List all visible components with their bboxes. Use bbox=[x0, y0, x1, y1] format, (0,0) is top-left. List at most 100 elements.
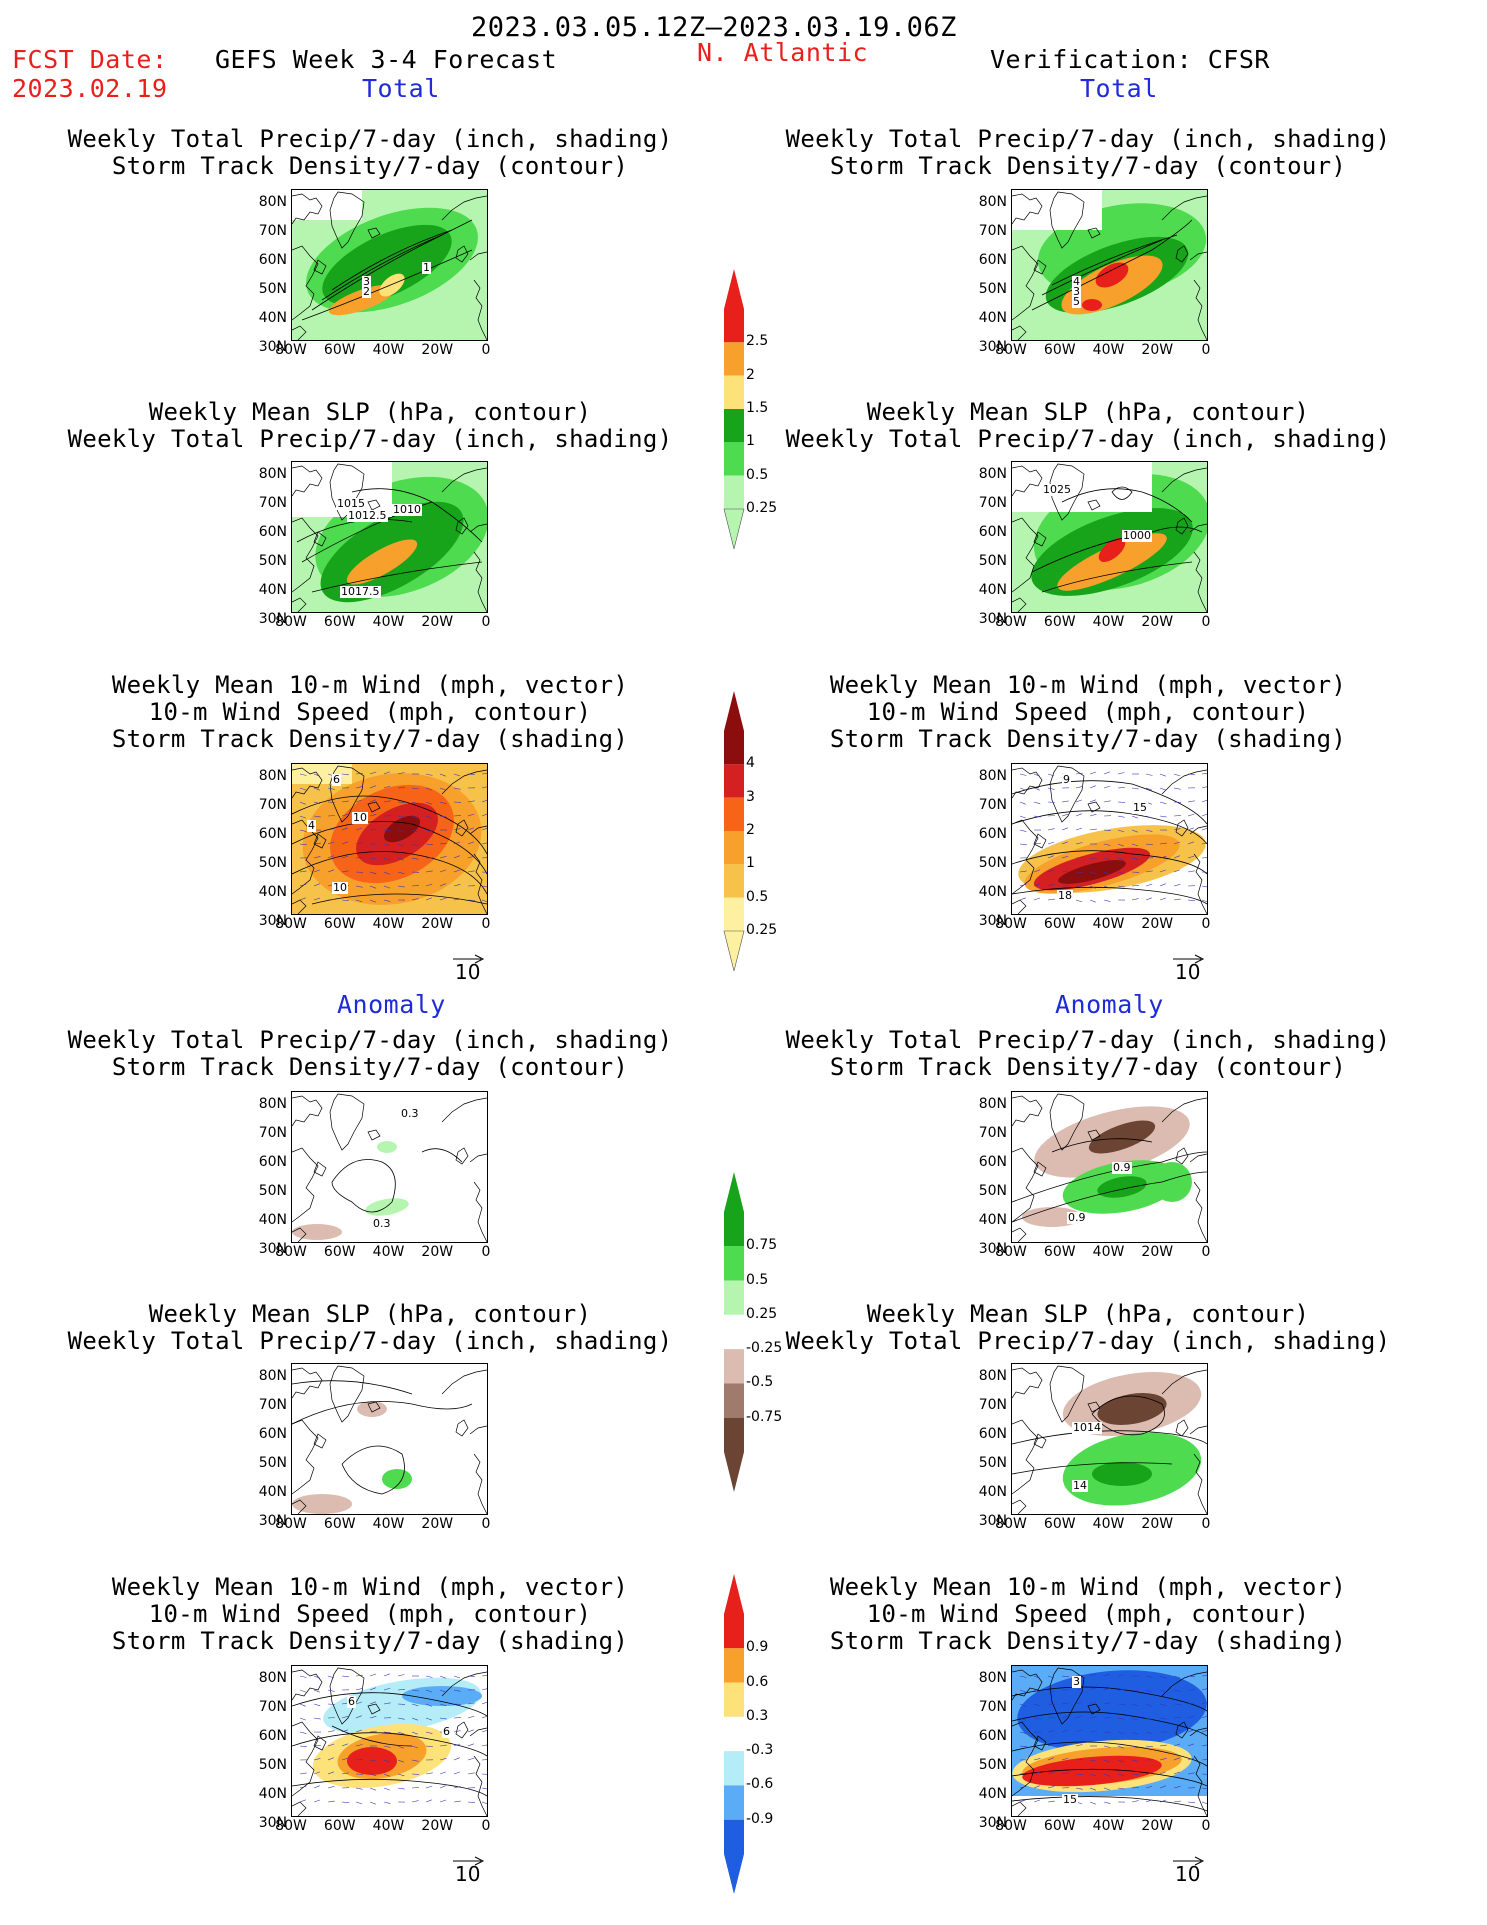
panel-title-line: Storm Track Density/7-day (contour) bbox=[829, 1053, 1347, 1081]
panel-title-line: Weekly Total Precip/7-day (inch, shading… bbox=[785, 1327, 1391, 1355]
lat-tick-label: 50N bbox=[978, 1455, 1007, 1471]
lon-tick-label: 20W bbox=[421, 1244, 454, 1260]
lat-tick-label: 60N bbox=[978, 826, 1007, 842]
lat-tick-label: 80N bbox=[978, 466, 1007, 482]
contour-label: 10 bbox=[352, 811, 368, 824]
colorbar-label: -0.3 bbox=[746, 1742, 774, 1759]
contour-label: 4 bbox=[307, 819, 316, 832]
lat-tick-label: 40N bbox=[978, 310, 1007, 326]
panel-title-line: Weekly Mean SLP (hPa, contour) bbox=[148, 1300, 592, 1328]
lat-tick-label: 40N bbox=[258, 582, 287, 598]
lat-tick-label: 40N bbox=[258, 1786, 287, 1802]
arrow-right-icon bbox=[453, 954, 485, 964]
lat-tick-label: 60N bbox=[978, 1728, 1007, 1744]
lon-tick-label: 80W bbox=[995, 1818, 1027, 1834]
map-panel: 15 3 bbox=[1011, 1665, 1208, 1817]
arrow-right-icon bbox=[453, 1856, 485, 1866]
colorbar-label: 1 bbox=[746, 433, 755, 450]
map-graphic bbox=[292, 764, 487, 914]
map-panel: 1015 1012.5 1010 1017.5 bbox=[291, 461, 488, 613]
lon-tick-label: 0 bbox=[1201, 916, 1211, 932]
panel-title-line: Weekly Total Precip/7-day (inch, shading… bbox=[67, 1327, 673, 1355]
lat-tick-label: 30N bbox=[978, 1513, 1007, 1529]
lon-tick-label: 0 bbox=[481, 1516, 491, 1532]
lat-tick-label: 50N bbox=[258, 281, 287, 297]
lat-tick-label: 40N bbox=[258, 884, 287, 900]
contour-label: 1014 bbox=[1072, 1421, 1102, 1434]
lat-tick-label: 80N bbox=[258, 768, 287, 784]
lon-tick-label: 0 bbox=[1201, 342, 1211, 358]
verification-label: Verification: CFSR bbox=[990, 45, 1270, 74]
lat-tick-label: 40N bbox=[978, 1786, 1007, 1802]
lon-tick-label: 40W bbox=[372, 614, 405, 630]
panel-title-line: Storm Track Density/7-day (shading) bbox=[111, 1627, 629, 1655]
lon-tick-label: 0 bbox=[1201, 1516, 1211, 1532]
lat-tick-label: 70N bbox=[978, 495, 1007, 511]
colorbar-label: 0.6 bbox=[746, 1673, 769, 1690]
colorbar-precip_total bbox=[723, 269, 745, 549]
map-panel: 0.9 0.9 bbox=[1011, 1091, 1208, 1243]
map-graphic bbox=[1012, 764, 1207, 914]
lat-tick-label: 70N bbox=[978, 1125, 1007, 1141]
contour-label: 1 bbox=[422, 261, 431, 274]
lat-tick-label: 80N bbox=[258, 194, 287, 210]
colorbar-label: 0.5 bbox=[746, 466, 769, 483]
lat-tick-label: 80N bbox=[978, 1096, 1007, 1112]
lat-tick-label: 60N bbox=[258, 826, 287, 842]
panel-title-line: Weekly Total Precip/7-day (inch, shading… bbox=[785, 125, 1391, 153]
fcst-date-label: FCST Date: bbox=[12, 45, 168, 74]
colorbar-label: 2 bbox=[746, 822, 755, 838]
lon-tick-label: 20W bbox=[1141, 1818, 1174, 1834]
contour-label: 4 bbox=[1072, 275, 1081, 288]
lon-tick-label: 20W bbox=[421, 916, 454, 932]
colorbar-label: -0.25 bbox=[746, 1340, 783, 1357]
lat-tick-label: 60N bbox=[258, 524, 287, 540]
map-panel: 9 15 18 bbox=[1011, 763, 1208, 915]
lon-tick-label: 20W bbox=[1141, 1244, 1174, 1260]
panel-title-line: Weekly Mean SLP (hPa, contour) bbox=[866, 398, 1310, 426]
lon-tick-label: 20W bbox=[1141, 916, 1174, 932]
colorbar-label: 4 bbox=[746, 755, 755, 772]
lat-tick-label: 50N bbox=[978, 281, 1007, 297]
lon-tick-label: 40W bbox=[372, 342, 405, 358]
map-panel: 1014 14 bbox=[1011, 1363, 1208, 1515]
lat-tick-label: 30N bbox=[978, 913, 1007, 929]
vector-reference-value: 10 bbox=[1175, 960, 1201, 984]
map-graphic bbox=[292, 1092, 487, 1242]
lon-tick-label: 40W bbox=[1092, 1516, 1125, 1532]
lon-tick-label: 80W bbox=[275, 614, 307, 630]
contour-label: 15 bbox=[1132, 801, 1148, 814]
panel-title-line: Weekly Total Precip/7-day (inch, shading… bbox=[785, 1026, 1391, 1054]
colorbar-label: 3 bbox=[746, 788, 755, 805]
lon-tick-label: 80W bbox=[275, 1516, 307, 1532]
lat-tick-label: 30N bbox=[978, 611, 1007, 627]
map-graphic bbox=[292, 1666, 487, 1816]
panel-title: Weekly Mean 10-m Wind (mph, vector) 10-m … bbox=[778, 672, 1398, 753]
lat-tick-label: 50N bbox=[258, 855, 287, 871]
colorbar-label: 0.25 bbox=[746, 922, 778, 938]
contour-label: 0.3 bbox=[372, 1217, 392, 1230]
lon-tick-label: 80W bbox=[275, 1818, 307, 1834]
lat-tick-label: 50N bbox=[978, 1757, 1007, 1773]
lon-tick-label: 60W bbox=[323, 916, 356, 932]
vector-reference-value: 10 bbox=[455, 960, 481, 984]
vector-reference-value: 10 bbox=[1175, 1862, 1201, 1886]
map-graphic bbox=[292, 190, 487, 340]
colorbar-label: -0.5 bbox=[746, 1374, 774, 1391]
colorbar-precip_anom bbox=[724, 1172, 744, 1492]
lon-tick-label: 0 bbox=[1201, 614, 1211, 630]
lon-tick-label: 60W bbox=[323, 614, 356, 630]
lon-tick-label: 40W bbox=[372, 1516, 405, 1532]
lon-tick-label: 80W bbox=[995, 342, 1027, 358]
lon-tick-label: 0 bbox=[481, 614, 491, 630]
lat-tick-label: 40N bbox=[258, 1212, 287, 1228]
map-panel bbox=[291, 1363, 488, 1515]
contour-label: 1000 bbox=[1122, 529, 1152, 542]
lat-tick-label: 30N bbox=[258, 1815, 287, 1831]
panel-title-line: Weekly Mean 10-m Wind (mph, vector) bbox=[829, 1573, 1347, 1601]
lat-tick-label: 70N bbox=[258, 1397, 287, 1413]
lat-tick-label: 40N bbox=[258, 310, 287, 326]
lon-tick-label: 60W bbox=[323, 1516, 356, 1532]
colorbar-storm_anom bbox=[724, 1574, 744, 1894]
